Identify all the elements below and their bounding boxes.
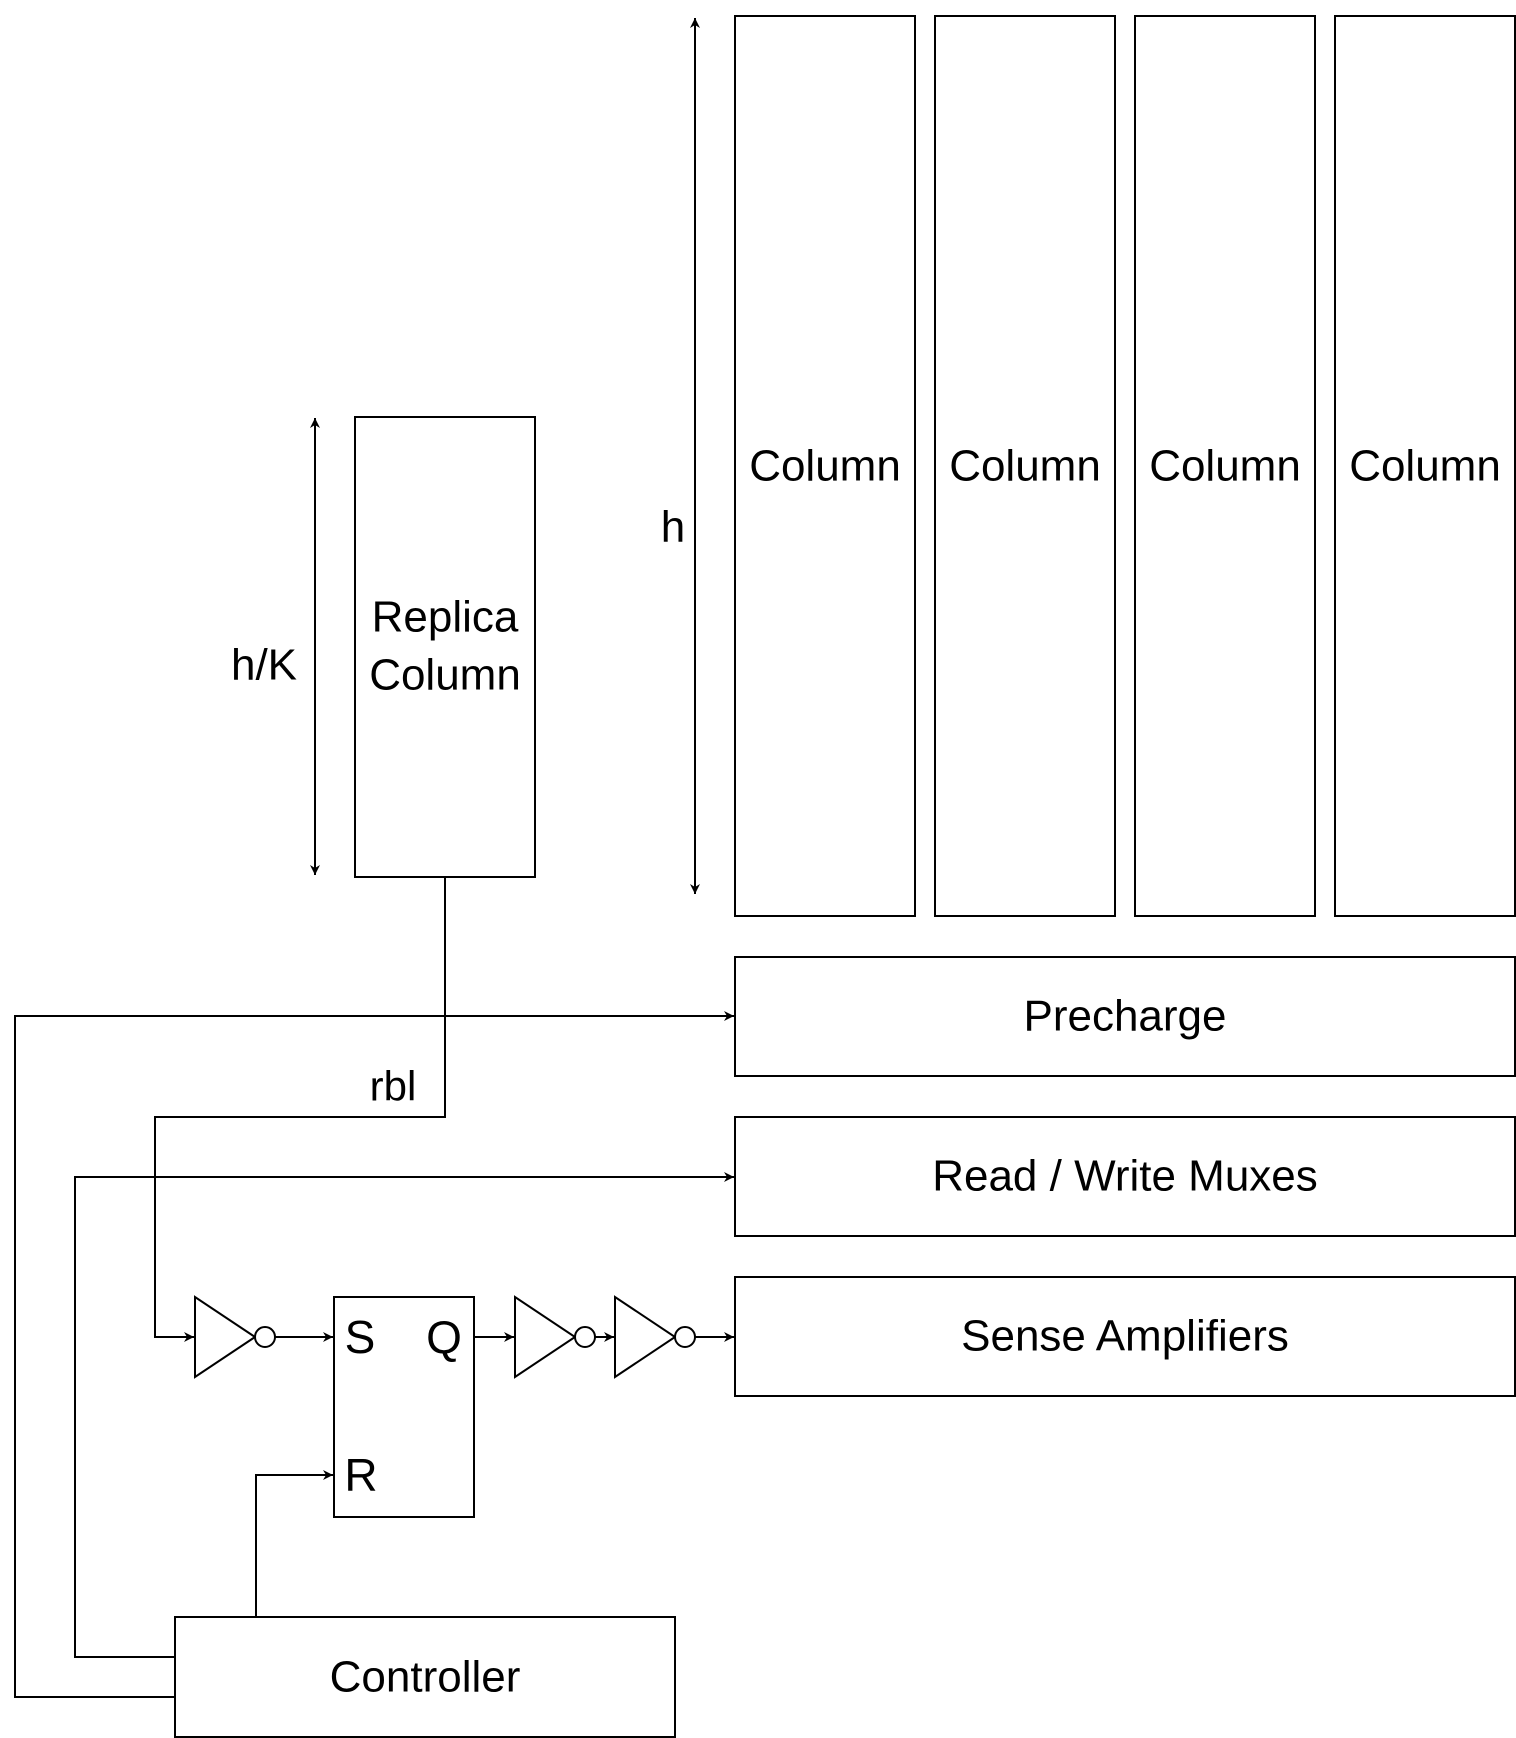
rbl-label: rbl [370,1063,417,1110]
controller-to-precharge-wire [14,1011,734,1698]
controller-label: Controller [330,1653,521,1702]
precharge-block: Precharge [734,956,1516,1077]
column-3-label: Column [1149,442,1301,491]
latch-q-label: Q [426,1311,462,1363]
column-2-label: Column [949,442,1101,491]
sr-latch: S Q R [333,1296,475,1518]
column-3: Column [1134,15,1316,917]
inverter-2 [514,1295,596,1379]
rbl-wire [154,877,446,1342]
replica-column-label-line1: Replica [372,593,519,642]
column-2: Column [934,15,1116,917]
replica-column: Replica Column [354,416,536,878]
inverter-3 [614,1295,696,1379]
column-1: Column [734,15,916,917]
sense-amplifiers-block: Sense Amplifiers [734,1276,1516,1397]
inverter-1 [194,1295,276,1379]
column-4: Column [1334,15,1516,917]
latch-r-label: R [344,1449,377,1501]
latch-s-label: S [345,1311,376,1363]
column-4-label: Column [1349,442,1501,491]
h-over-k-dimension-label: h/K [231,641,297,690]
read-write-muxes-label: Read / Write Muxes [932,1152,1318,1201]
replica-column-label-line2: Column [369,651,521,700]
read-write-muxes-block: Read / Write Muxes [734,1116,1516,1237]
controller-to-muxes-wire [74,1172,734,1658]
controller-block: Controller [174,1616,676,1738]
column-1-label: Column [749,442,901,491]
h-dimension-label: h [661,503,685,552]
precharge-label: Precharge [1023,992,1226,1041]
controller-to-latch-r-wire [255,1470,333,1617]
sense-amplifiers-label: Sense Amplifiers [961,1312,1289,1361]
